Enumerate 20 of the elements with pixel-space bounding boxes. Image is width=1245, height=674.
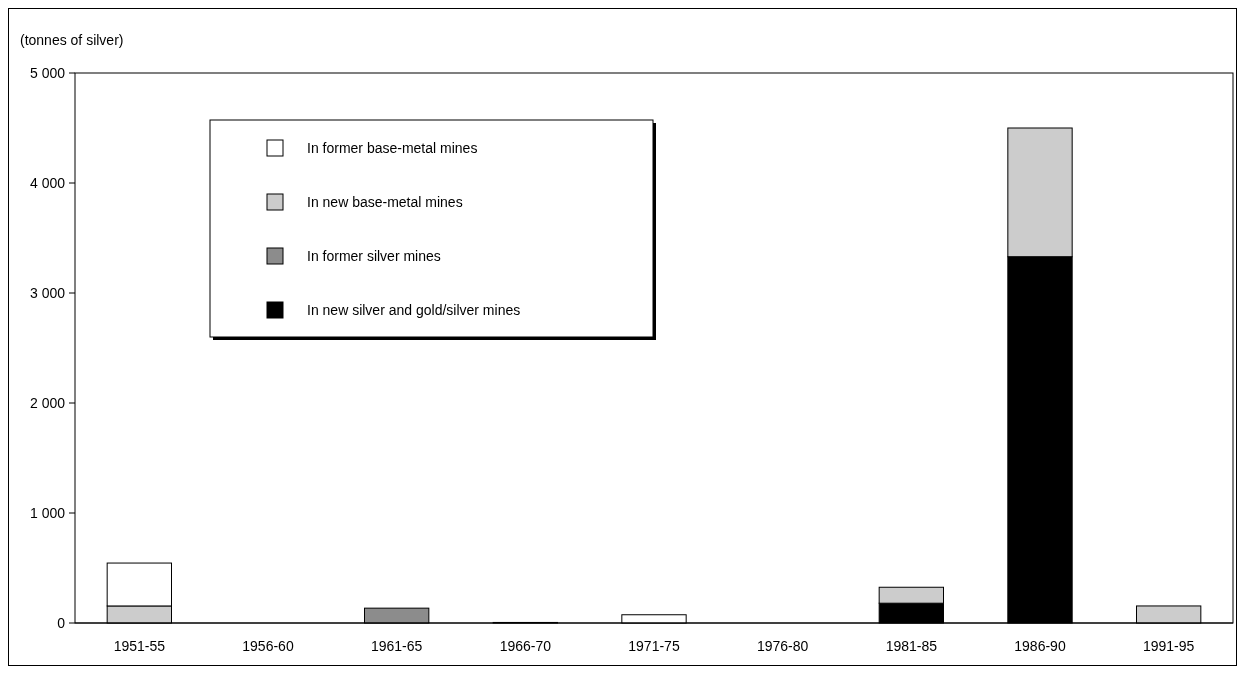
y-tick-label: 5 000 <box>29 64 66 81</box>
legend-label: In new silver and gold/silver mines <box>307 301 521 318</box>
x-tick-label: 1991-95 <box>1142 638 1195 654</box>
y-tick-label: 2 000 <box>29 394 66 411</box>
x-tick-label: 1961-65 <box>370 638 423 654</box>
x-tick-label: 1981-85 <box>885 638 938 654</box>
x-tick-label: 1966-70 <box>499 638 552 654</box>
legend-label: In former base-metal mines <box>307 139 478 156</box>
x-tick-label: 1976-80 <box>756 638 809 654</box>
y-tick-label: 0 <box>57 614 66 631</box>
legend-label: In former silver mines <box>307 247 441 264</box>
y-axis-title: (tonnes of silver) <box>20 32 124 48</box>
y-tick-label: 1 000 <box>29 504 66 521</box>
y-tick-label: 3 000 <box>29 284 66 301</box>
x-tick-label: 1971-75 <box>628 638 680 654</box>
x-tick-label: 1951-55 <box>113 638 166 654</box>
y-tick-label: 4 000 <box>29 174 66 191</box>
x-tick-label: 1956-60 <box>242 638 294 654</box>
x-tick-label: 1986-90 <box>1014 638 1066 654</box>
legend-label: In new base-metal mines <box>307 193 463 210</box>
